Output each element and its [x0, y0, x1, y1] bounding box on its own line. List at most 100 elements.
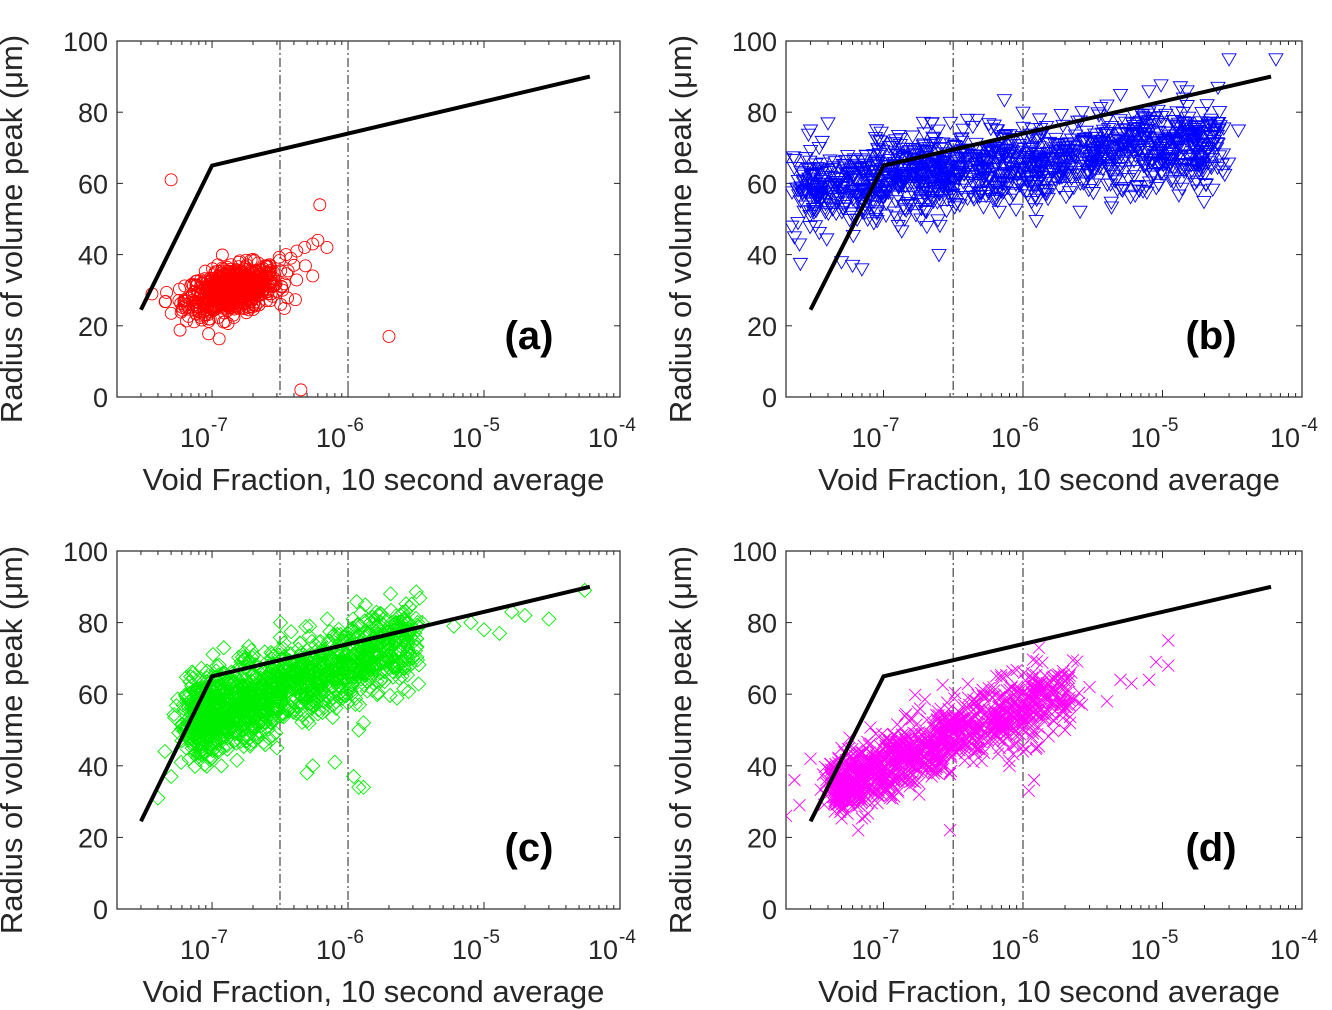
data-point [237, 281, 251, 295]
data-point [219, 737, 235, 754]
data-point [345, 611, 361, 627]
data-point [921, 183, 938, 197]
y-tick-label: 80 [747, 609, 777, 639]
data-point [942, 173, 959, 187]
x-tick-exponent: -6 [1022, 415, 1039, 436]
data-point [968, 697, 981, 710]
data-point [786, 153, 793, 165]
data-point [1215, 148, 1232, 162]
data-point [274, 297, 288, 311]
data-point [805, 203, 822, 217]
data-point [1179, 100, 1196, 114]
data-point [360, 665, 376, 682]
data-point [802, 205, 819, 219]
data-point [1095, 162, 1111, 177]
data-point [973, 703, 986, 717]
data-point [887, 137, 903, 151]
data-point [856, 158, 873, 173]
data-point [978, 174, 994, 189]
data-point [166, 709, 183, 726]
data-point [274, 708, 290, 724]
data-point [786, 162, 803, 176]
data-point [900, 191, 916, 205]
data-point [1172, 175, 1189, 189]
data-point [332, 636, 348, 652]
data-point [163, 768, 179, 785]
data-point [300, 658, 317, 675]
data-point [199, 287, 213, 301]
x-tick-label: 10 [1270, 935, 1300, 965]
x-tick-label: 10 [991, 935, 1021, 965]
data-point [1197, 168, 1213, 182]
x-tick-exponent: -7 [211, 927, 228, 948]
data-point [1016, 155, 1033, 169]
data-point [900, 162, 916, 176]
data-point [869, 134, 886, 148]
data-point [1070, 168, 1087, 182]
data-point [1205, 183, 1221, 198]
data-point [1112, 114, 1128, 128]
data-point [222, 264, 236, 278]
data-point [311, 676, 328, 692]
data-point [370, 685, 386, 701]
data-point [202, 711, 219, 727]
data-point [1023, 176, 1039, 190]
data-point [786, 231, 803, 245]
data-point [298, 241, 312, 254]
data-point [189, 715, 206, 731]
data-point [302, 681, 318, 697]
data-point [972, 149, 988, 163]
data-point [1081, 157, 1098, 171]
data-point [1083, 159, 1099, 173]
data-point [871, 192, 888, 206]
axes-box [116, 550, 621, 910]
data-point [1202, 147, 1219, 162]
data-point [932, 195, 949, 209]
data-point [1092, 101, 1109, 116]
data-point [1109, 183, 1126, 198]
data-point [905, 712, 919, 726]
data-point [288, 698, 305, 714]
data-point [905, 143, 921, 157]
panel-label: (c) [505, 826, 554, 870]
data-point [249, 729, 266, 746]
data-point [819, 233, 835, 247]
data-point [887, 134, 904, 148]
data-point [1122, 145, 1138, 160]
data-point [1028, 193, 1045, 208]
data-point [1112, 88, 1129, 103]
data-point [347, 696, 364, 713]
data-point [276, 674, 293, 690]
x-axis-label: Void Fraction, 10 second average [818, 462, 1280, 497]
data-point [844, 259, 861, 274]
data-point [340, 674, 356, 690]
panel-label: (b) [1185, 314, 1236, 358]
data-point [360, 660, 376, 676]
data-point [788, 182, 805, 197]
data-point [303, 700, 320, 717]
data-point [1193, 116, 1210, 130]
data-point [851, 824, 865, 837]
data-point [889, 190, 906, 204]
data-point [269, 702, 285, 718]
y-tick-label: 20 [78, 312, 108, 342]
data-point [246, 273, 260, 287]
data-point [793, 165, 809, 180]
data-point [1028, 214, 1045, 229]
data-point [239, 260, 253, 274]
data-point [800, 128, 817, 143]
data-point [994, 668, 1008, 682]
data-point [231, 295, 245, 309]
data-point [916, 127, 932, 141]
data-point [241, 638, 257, 655]
data-point [315, 692, 331, 708]
data-point [835, 191, 852, 206]
data-point [1016, 143, 1033, 157]
data-point [272, 666, 289, 682]
data-point [931, 249, 947, 263]
y-tick-label: 60 [78, 680, 108, 710]
data-point [906, 167, 923, 181]
data-point [1031, 166, 1047, 181]
data-point [1132, 115, 1149, 130]
x-tick-label: 10 [1130, 423, 1160, 453]
